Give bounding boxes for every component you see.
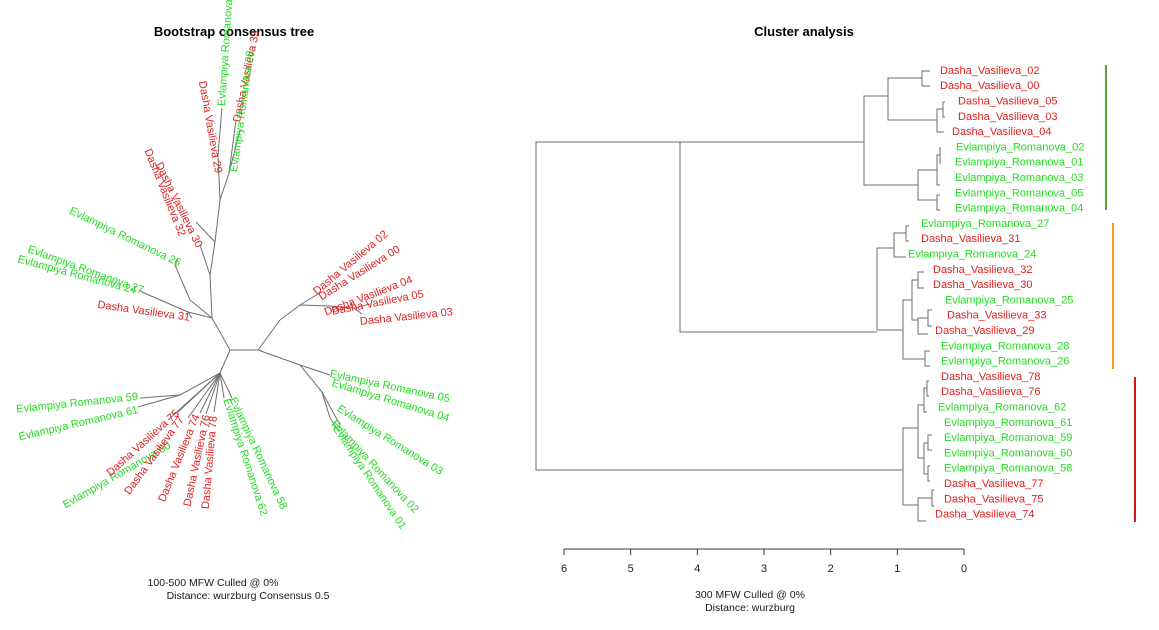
- dendrogram-branch: [536, 142, 903, 470]
- dendrogram-branch: [943, 102, 945, 117]
- dendrogram-leaf-label: Evlampiya_Romanova_01: [955, 157, 1083, 169]
- dendrogram-branch: [906, 226, 909, 241]
- dendrogram-leaf-label: Dasha_Vasilieva_31: [921, 233, 1020, 245]
- dendrogram-leaf-label: Evlampiya_Romanova_26: [941, 356, 1069, 368]
- dendrogram-leaf-label: Dasha_Vasilieva_05: [958, 96, 1057, 108]
- dendrogram-leaf-label: Evlampiya_Romanova_59: [944, 432, 1072, 444]
- consensus-tree-caption-distance: Distance: wurzburg Consensus 0.5: [167, 590, 330, 602]
- dendrogram-branch: [912, 280, 918, 320]
- dendrogram-leaf-label: Dasha_Vasilieva_75: [944, 493, 1043, 505]
- tree-branch: [140, 373, 220, 398]
- tree-branch: [220, 350, 230, 373]
- dendrogram-leaf-label: Dasha_Vasilieva_30: [933, 279, 1032, 291]
- dendrogram-branch: [932, 490, 934, 506]
- tree-branch: [258, 350, 300, 365]
- dendrogram-leaf-label: Evlampiya_Romanova_25: [945, 294, 1073, 306]
- dendrogram-leaf-label: Evlampiya_Romanova_28: [941, 340, 1069, 352]
- axis-tick-label: 6: [561, 563, 567, 575]
- tree-branch: [200, 245, 210, 275]
- dendrogram-labels: Dasha_Vasilieva_02 Dasha_Vasilieva_00 Dash…: [908, 65, 1084, 521]
- dendrogram-branch: [928, 466, 930, 481]
- dendrogram-leaf-label: Evlampiya_Romanova_02: [956, 141, 1084, 153]
- dendrogram-leaf-label: Dasha_Vasilieva_76: [941, 386, 1040, 398]
- dendrogram-leaf-label: Evlampiya_Romanova_60: [944, 447, 1072, 459]
- dendrogram-leaf-label: Dasha_Vasilieva_04: [952, 126, 1051, 138]
- cluster-analysis-title: Cluster analysis: [754, 24, 854, 39]
- dendrogram-branch: [940, 148, 941, 163]
- dendrogram-branch: [918, 272, 924, 288]
- tree-branch: [300, 365, 330, 418]
- dendrogram-branch: [927, 381, 929, 396]
- tree-leaf-label: Evlampiya Romanova 26: [67, 205, 182, 269]
- cluster-caption-distance: Distance: wurzburg: [705, 602, 795, 614]
- dendrogram-branch: [894, 233, 906, 257]
- dendrogram-branch: [877, 248, 903, 330]
- tree-leaf-label: Dasha Vasilieva 31: [97, 299, 191, 324]
- dendrogram-branch: [864, 96, 918, 185]
- dendrogram-branch: [918, 405, 924, 458]
- tree-leaf-label: Evlampiya Romanova 25: [216, 0, 237, 106]
- cluster-caption-mfw: 300 MFW Culled @ 0%: [695, 589, 805, 601]
- dendrogram-leaf-label: Evlampiya_Romanova_27: [921, 218, 1049, 230]
- dendrogram-leaf-label: Dasha_Vasilieva_77: [944, 478, 1043, 490]
- dendrogram-leaf-label: Dasha_Vasilieva_33: [947, 310, 1046, 322]
- axis-tick-label: 4: [694, 563, 700, 575]
- consensus-tree-title: Bootstrap consensus tree: [154, 24, 314, 39]
- axis-tick-label: 5: [628, 563, 634, 575]
- dendrogram-leaf-label: Evlampiya_Romanova_61: [944, 417, 1072, 429]
- dendrogram-branch: [937, 195, 940, 210]
- dendrogram-leaf-label: Dasha_Vasilieva_02: [940, 65, 1039, 77]
- dendrogram-branch: [925, 351, 930, 366]
- distance-axis: 6 5 4 3 2 1 0: [561, 549, 967, 575]
- dendrogram-branch: [903, 428, 918, 505]
- dendrogram-branch: [680, 142, 877, 332]
- dendrogram-leaf-label: Evlampiya_Romanova_05: [955, 187, 1083, 199]
- dendrogram-leaf-label: Evlampiya_Romanova_58: [944, 463, 1072, 475]
- dendrogram-leaf-label: Dasha_Vasilieva_03: [958, 111, 1057, 123]
- dendrogram-branches: [536, 71, 945, 521]
- dendrogram-leaf-label: Evlampiya_Romanova_62: [938, 402, 1066, 414]
- tree-branch: [212, 318, 280, 350]
- dendrogram-leaf-label: Evlampiya_Romanova_24: [908, 249, 1036, 261]
- dendrogram-leaf-label: Evlampiya_Romanova_04: [955, 203, 1083, 215]
- axis-tick-label: 2: [828, 563, 834, 575]
- dendrogram-branch: [928, 435, 932, 450]
- dendrogram-branch: [924, 443, 928, 474]
- axis-tick-label: 1: [894, 563, 900, 575]
- tree-branch: [188, 373, 220, 418]
- dendrogram-branch: [922, 71, 927, 86]
- dendrogram-branch: [918, 498, 932, 521]
- tree-branch: [280, 294, 318, 320]
- dendrogram-branch: [918, 170, 937, 200]
- dendrogram-leaf-label: Dasha_Vasilieva_00: [940, 80, 1039, 92]
- cluster-analysis-panel: Cluster analysis: [536, 24, 1135, 614]
- dendrogram-branch: [888, 78, 937, 120]
- dendrogram-leaf-label: Dasha_Vasilieva_29: [935, 325, 1034, 337]
- dendrogram-leaf-label: Dasha_Vasilieva_78: [941, 371, 1040, 383]
- axis-tick-label: 3: [761, 563, 767, 575]
- dendrogram-branch: [918, 318, 928, 334]
- dendrogram-branch: [903, 300, 925, 359]
- consensus-tree-caption-mfw: 100-500 MFW Culled @ 0%: [148, 577, 279, 589]
- dendrogram-leaf-label: Evlampiya_Romanova_03: [955, 172, 1083, 184]
- consensus-tree-panel: Bootstrap consensus tree: [16, 0, 454, 602]
- axis-tick-label: 0: [961, 563, 967, 575]
- dendrogram-leaf-label: Dasha_Vasilieva_32: [933, 264, 1032, 276]
- dendrogram-branch: [928, 310, 932, 326]
- dendrogram-leaf-label: Dasha_Vasilieva_74: [935, 509, 1034, 521]
